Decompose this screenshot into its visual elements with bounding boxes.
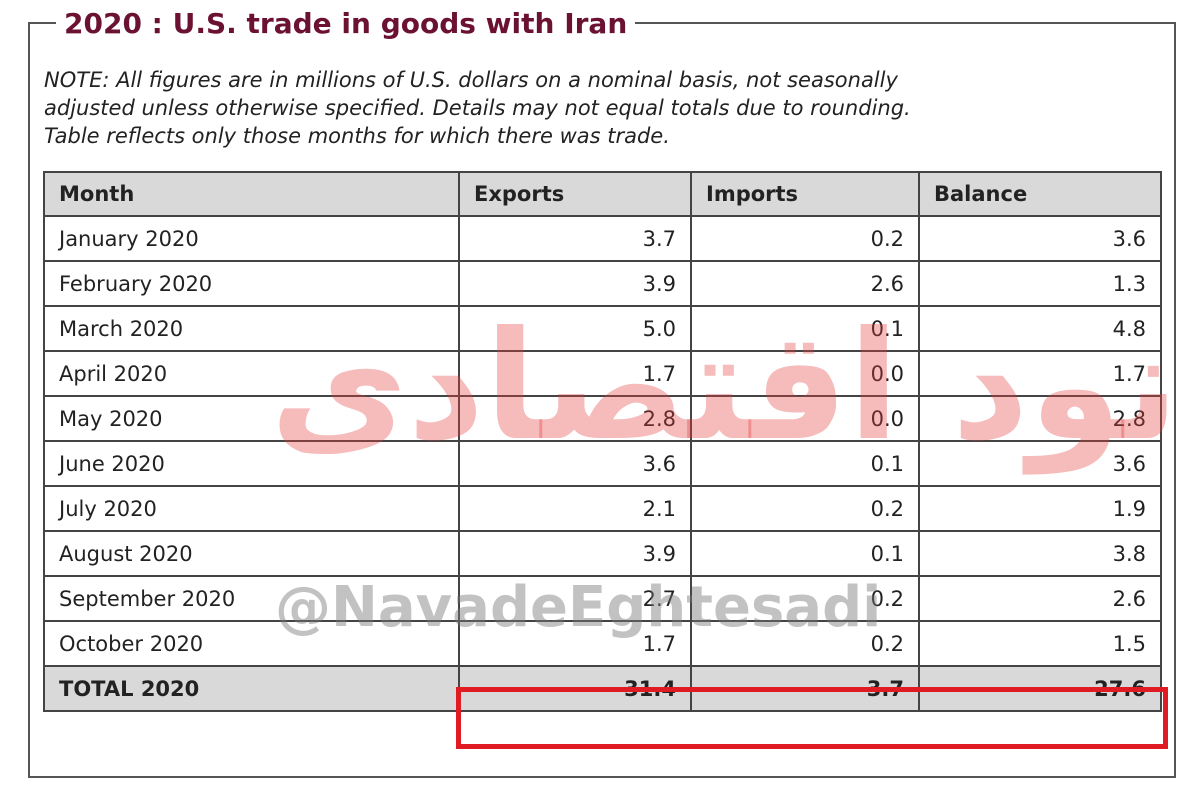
total-label: TOTAL 2020 (43, 665, 460, 712)
value-cell: 0.1 (690, 305, 920, 352)
value-cell: 1.5 (918, 620, 1162, 667)
row: August 2020 3.9 0.1 3.8 (43, 530, 1162, 577)
value-cell: 3.6 (458, 440, 692, 487)
value-cell: 0.1 (690, 530, 920, 577)
value-cell: 2.1 (458, 485, 692, 532)
value-cell: 0.0 (690, 350, 920, 397)
value-cell: 2.8 (458, 395, 692, 442)
value-cell: 1.7 (918, 350, 1162, 397)
value-cell: 0.0 (690, 395, 920, 442)
row: June 2020 3.6 0.1 3.6 (43, 440, 1162, 487)
column-header: Month (43, 171, 460, 217)
column-header: Imports (690, 171, 920, 217)
column-header: Balance (918, 171, 1162, 217)
value-cell: 3.8 (918, 530, 1162, 577)
value-cell: 1.9 (918, 485, 1162, 532)
value-cell: 0.2 (690, 485, 920, 532)
month-cell: September 2020 (43, 575, 460, 622)
value-cell: 0.2 (690, 620, 920, 667)
value-cell: 3.9 (458, 530, 692, 577)
row: March 2020 5.0 0.1 4.8 (43, 305, 1162, 352)
value-cell: 3.7 (458, 215, 692, 262)
month-cell: October 2020 (43, 620, 460, 667)
value-cell: 3.6 (918, 440, 1162, 487)
month-cell: April 2020 (43, 350, 460, 397)
row: July 2020 2.1 0.2 1.9 (43, 485, 1162, 532)
note: NOTE: All figures are in millions of U.S… (44, 66, 911, 150)
value-cell: 0.2 (690, 215, 920, 262)
month-cell: May 2020 (43, 395, 460, 442)
value-cell: 1.3 (918, 260, 1162, 307)
value-cell: 4.8 (918, 305, 1162, 352)
month-cell: March 2020 (43, 305, 460, 352)
title: 2020 : U.S. trade in goods with Iran (56, 4, 636, 44)
value-cell: 3.9 (458, 260, 692, 307)
month-cell: August 2020 (43, 530, 460, 577)
value-cell: 0.2 (690, 575, 920, 622)
value-cell: 0.1 (690, 440, 920, 487)
row: April 2020 1.7 0.0 1.7 (43, 350, 1162, 397)
value-cell: 2.6 (918, 575, 1162, 622)
column-header: Exports (458, 171, 692, 217)
month-cell: July 2020 (43, 485, 460, 532)
value-cell: 2.8 (918, 395, 1162, 442)
month-cell: February 2020 (43, 260, 460, 307)
header-row: Month Exports Imports Balance (43, 171, 1162, 217)
value-cell: 3.6 (918, 215, 1162, 262)
value-cell: 1.7 (458, 620, 692, 667)
row: October 2020 1.7 0.2 1.5 (43, 620, 1162, 667)
value-cell: 1.7 (458, 350, 692, 397)
row: May 2020 2.8 0.0 2.8 (43, 395, 1162, 442)
value-cell: 2.7 (458, 575, 692, 622)
note-line: NOTE: All figures are in millions of U.S… (44, 68, 898, 92)
row: January 2020 3.7 0.2 3.6 (43, 215, 1162, 262)
highlight-box (456, 687, 1168, 749)
note-line: adjusted unless otherwise specified. Det… (44, 96, 911, 120)
month-cell: June 2020 (43, 440, 460, 487)
value-cell: 2.6 (690, 260, 920, 307)
trade-table: Month Exports Imports Balance January 2020 3… (43, 171, 1162, 712)
row: September 2020 2.7 0.2 2.6 (43, 575, 1162, 622)
row: February 2020 3.9 2.6 1.3 (43, 260, 1162, 307)
value-cell: 5.0 (458, 305, 692, 352)
month-cell: January 2020 (43, 215, 460, 262)
note-line: Table reflects only those months for whi… (44, 124, 670, 148)
